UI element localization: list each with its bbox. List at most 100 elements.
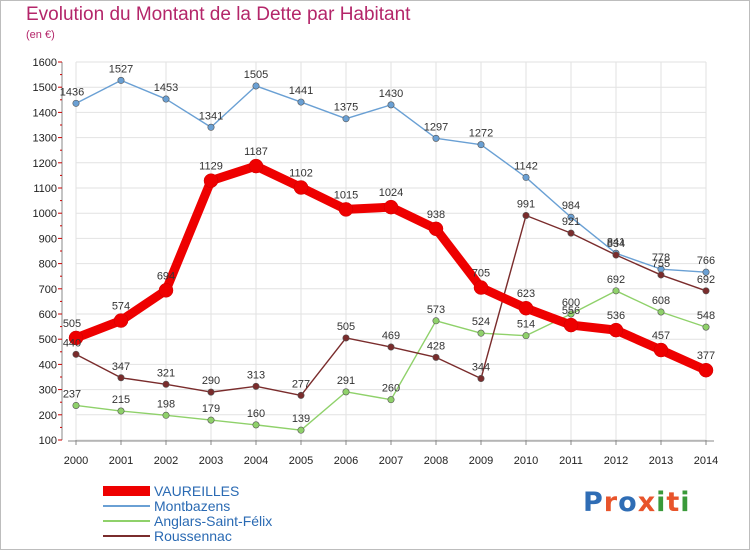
data-point-vaureilles bbox=[428, 221, 444, 237]
data-point-roussennac bbox=[72, 350, 80, 358]
data-label-montbazens: 841 bbox=[607, 236, 625, 248]
x-tick-label: 2012 bbox=[604, 455, 628, 467]
y-tick-label: 200 bbox=[39, 410, 57, 422]
logo-letter: r bbox=[603, 487, 619, 518]
data-point-anglars-saint-f-lix bbox=[387, 396, 395, 404]
data-label-roussennac: 290 bbox=[202, 375, 220, 387]
logo-letter: o bbox=[618, 487, 638, 518]
data-point-anglars-saint-f-lix bbox=[252, 421, 260, 429]
data-point-vaureilles bbox=[653, 342, 669, 358]
data-label-montbazens: 1436 bbox=[60, 86, 84, 98]
data-label-anglars-saint-f-lix: 514 bbox=[517, 319, 535, 331]
data-label-anglars-saint-f-lix: 692 bbox=[607, 274, 625, 286]
x-tick-label: 2010 bbox=[514, 455, 538, 467]
data-point-vaureilles bbox=[113, 313, 129, 328]
data-point-anglars-saint-f-lix bbox=[477, 329, 485, 337]
data-label-roussennac: 344 bbox=[472, 362, 490, 374]
y-tick-label: 1300 bbox=[33, 133, 57, 145]
data-point-montbazens bbox=[72, 99, 80, 107]
x-tick-label: 2009 bbox=[469, 455, 493, 467]
data-point-anglars-saint-f-lix bbox=[297, 426, 305, 434]
legend-label-anglars-saint-f-lix: Anglars-Saint-Félix bbox=[154, 513, 272, 529]
x-tick-label: 2003 bbox=[199, 455, 223, 467]
data-label-anglars-saint-f-lix: 160 bbox=[247, 408, 265, 420]
data-point-roussennac bbox=[657, 271, 665, 279]
y-tick-label: 1600 bbox=[33, 57, 57, 69]
data-label-montbazens: 766 bbox=[697, 255, 715, 267]
data-point-roussennac bbox=[522, 211, 530, 219]
data-point-montbazens bbox=[297, 98, 305, 106]
data-label-roussennac: 313 bbox=[247, 369, 265, 381]
data-label-anglars-saint-f-lix: 179 bbox=[202, 403, 220, 415]
x-tick-label: 2000 bbox=[64, 455, 88, 467]
data-point-vaureilles bbox=[68, 330, 84, 346]
series-points bbox=[68, 76, 714, 434]
data-label-anglars-saint-f-lix: 524 bbox=[472, 316, 490, 328]
data-point-roussennac bbox=[702, 287, 710, 295]
data-point-vaureilles bbox=[158, 283, 174, 298]
data-label-vaureilles: 623 bbox=[517, 288, 535, 300]
data-label-vaureilles: 705 bbox=[472, 268, 490, 280]
y-tick-label: 300 bbox=[39, 385, 57, 397]
data-label-vaureilles: 1015 bbox=[334, 189, 358, 201]
y-tick-label: 1500 bbox=[33, 82, 57, 94]
proxiti-logo: Proxiti bbox=[583, 487, 691, 518]
data-point-montbazens bbox=[252, 82, 260, 90]
data-point-anglars-saint-f-lix bbox=[612, 287, 620, 295]
data-point-roussennac bbox=[117, 374, 125, 382]
data-point-vaureilles bbox=[338, 202, 354, 217]
data-point-anglars-saint-f-lix bbox=[162, 411, 170, 419]
x-tick-label: 2002 bbox=[154, 455, 178, 467]
data-point-anglars-saint-f-lix bbox=[207, 416, 215, 424]
data-point-roussennac bbox=[432, 353, 440, 361]
x-tick-label: 2004 bbox=[244, 455, 268, 467]
data-label-montbazens: 1527 bbox=[109, 63, 133, 75]
logo-letter: t bbox=[666, 487, 681, 518]
data-label-montbazens: 1441 bbox=[289, 85, 313, 97]
logo-letter: P bbox=[583, 487, 604, 518]
data-label-roussennac: 921 bbox=[562, 216, 580, 228]
data-label-vaureilles: 1024 bbox=[379, 187, 403, 199]
data-label-anglars-saint-f-lix: 600 bbox=[562, 297, 580, 309]
data-point-anglars-saint-f-lix bbox=[702, 323, 710, 331]
data-point-roussennac bbox=[252, 382, 260, 390]
chart-title: Evolution du Montant de la Dette par Hab… bbox=[26, 4, 411, 25]
data-point-vaureilles bbox=[608, 322, 624, 338]
legend: VAUREILLESMontbazensAnglars-Saint-FélixR… bbox=[103, 483, 272, 544]
y-tick-label: 900 bbox=[39, 233, 57, 245]
data-point-montbazens bbox=[702, 268, 710, 276]
data-label-roussennac: 347 bbox=[112, 361, 130, 373]
data-point-vaureilles bbox=[383, 199, 399, 215]
data-label-montbazens: 1430 bbox=[379, 88, 403, 100]
data-point-anglars-saint-f-lix bbox=[342, 388, 350, 396]
data-point-montbazens bbox=[477, 141, 485, 149]
legend-label-roussennac: Roussennac bbox=[154, 528, 232, 544]
data-label-roussennac: 505 bbox=[337, 321, 355, 333]
data-point-vaureilles bbox=[248, 158, 264, 174]
data-label-anglars-saint-f-lix: 573 bbox=[427, 304, 445, 316]
data-point-anglars-saint-f-lix bbox=[117, 407, 125, 415]
data-point-roussennac bbox=[567, 229, 575, 237]
data-labels: 1436 1527 1453 1341 1505 1441 1375 1430 1297 1272… bbox=[60, 63, 715, 425]
data-point-montbazens bbox=[522, 173, 530, 181]
y-tick-label: 800 bbox=[39, 259, 57, 271]
data-point-vaureilles bbox=[473, 280, 489, 295]
y-tick-label: 1000 bbox=[33, 208, 57, 220]
x-tick-label: 2007 bbox=[379, 455, 403, 467]
data-point-montbazens bbox=[387, 101, 395, 109]
data-point-vaureilles bbox=[203, 173, 219, 188]
data-label-vaureilles: 505 bbox=[63, 318, 81, 330]
data-label-vaureilles: 1102 bbox=[289, 167, 313, 179]
data-label-roussennac: 277 bbox=[292, 378, 310, 390]
data-point-roussennac bbox=[207, 388, 215, 396]
data-label-anglars-saint-f-lix: 215 bbox=[112, 394, 130, 406]
data-point-roussennac bbox=[297, 391, 305, 399]
data-label-anglars-saint-f-lix: 237 bbox=[63, 388, 81, 400]
logo-letter: i bbox=[680, 487, 691, 518]
x-tick-label: 2008 bbox=[424, 455, 448, 467]
data-label-vaureilles: 556 bbox=[562, 305, 580, 317]
data-point-montbazens bbox=[432, 134, 440, 142]
data-label-vaureilles: 1129 bbox=[199, 161, 223, 173]
data-label-vaureilles: 1187 bbox=[244, 146, 268, 158]
x-tick-label: 2011 bbox=[559, 455, 583, 467]
